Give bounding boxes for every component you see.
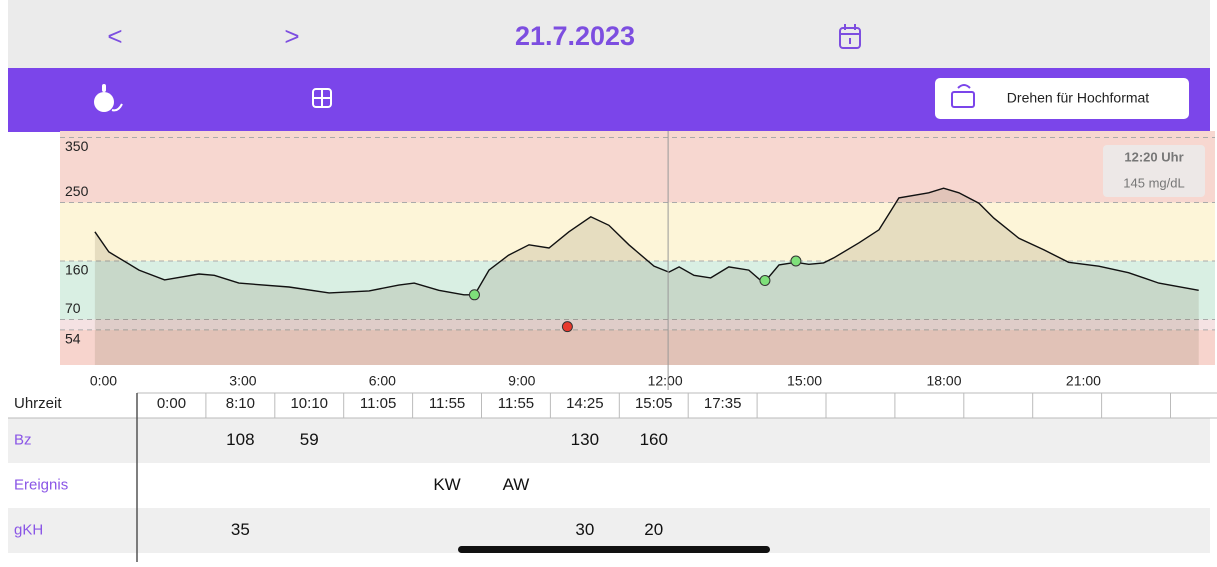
time-header: 11:55: [498, 395, 534, 412]
table-cell: 30: [575, 520, 594, 539]
time-header: 14:25: [566, 395, 604, 412]
y-tick-label: 350: [65, 138, 89, 154]
time-header: 0:00: [157, 395, 186, 412]
bg-marker: [759, 275, 771, 286]
row-bg: [8, 418, 1210, 463]
home-indicator: [458, 546, 770, 553]
bg-marker: [468, 289, 480, 301]
x-tick-label: 0:00: [90, 373, 117, 389]
row-label: Bz: [14, 431, 32, 448]
date: 21.7.2023: [515, 21, 635, 51]
table-cell: 20: [644, 520, 663, 539]
grid-icon[interactable]: [312, 88, 332, 108]
glucose-area: [94, 188, 1199, 365]
prev-button[interactable]: <: [107, 21, 122, 51]
x-tick-label: 6:00: [369, 373, 396, 389]
rotate-button-label: Drehen für Hochformat: [1007, 90, 1150, 106]
tooltip-box: [1103, 145, 1205, 197]
x-tick-label: 12:00: [648, 373, 683, 389]
tooltip-value: 145 mg/dL: [1123, 175, 1184, 190]
table-cell: KW: [433, 475, 460, 494]
calendar-icon[interactable]: [839, 24, 861, 49]
y-tick-label: 250: [65, 183, 89, 199]
table-cell: 130: [571, 430, 599, 449]
x-tick-label: 3:00: [229, 373, 256, 389]
top-bar: [8, 0, 1210, 68]
table: Uhrzeit 0:00 8:10 10:10 11:05 11:55 11:55 14:25…: [8, 392, 1217, 562]
table-cell: 160: [640, 430, 668, 449]
rotate-icon: [951, 84, 975, 108]
range-band: [60, 131, 1215, 203]
time-header: 15:05: [635, 395, 673, 412]
x-tick-label: 15:00: [787, 373, 822, 389]
row-header-label: Uhrzeit: [14, 395, 62, 412]
x-tick-label: 18:00: [926, 373, 961, 389]
time-header: 10:10: [290, 395, 328, 412]
time-header: 11:55: [429, 395, 465, 412]
table-cell: 108: [226, 430, 254, 449]
chart: 54 70 160 250 350 0:00 3:00 6:00 9:00 12:00 15:00 1…: [60, 131, 1215, 390]
bg-marker: [561, 321, 573, 333]
row-bg: [8, 508, 1210, 553]
rotate-button[interactable]: [935, 78, 1189, 119]
y-tick-label: 160: [65, 262, 89, 278]
table-cell: AW: [503, 475, 530, 494]
range-band: [60, 319, 1215, 330]
row-label: gKH: [14, 521, 43, 538]
y-tick-label: 70: [65, 300, 81, 316]
row-label: Ereignis: [14, 476, 68, 493]
glucose-line: [94, 187, 1199, 296]
time-header: 11:05: [360, 395, 396, 412]
time-header: 17:35: [704, 395, 742, 412]
bg-marker: [790, 255, 802, 267]
food-icon[interactable]: [94, 84, 123, 112]
x-tick-label: 9:00: [508, 373, 535, 389]
next-button[interactable]: >: [284, 21, 299, 51]
range-band: [60, 261, 1215, 320]
y-tick-label: 54: [65, 331, 81, 347]
time-header: 8:10: [226, 395, 255, 412]
x-tick-label: 21:00: [1066, 373, 1101, 389]
table-cell: 35: [231, 520, 250, 539]
tooltip-time: 12:20 Uhr: [1124, 149, 1183, 164]
range-band: [60, 329, 1215, 365]
table-cell: 59: [300, 430, 319, 449]
